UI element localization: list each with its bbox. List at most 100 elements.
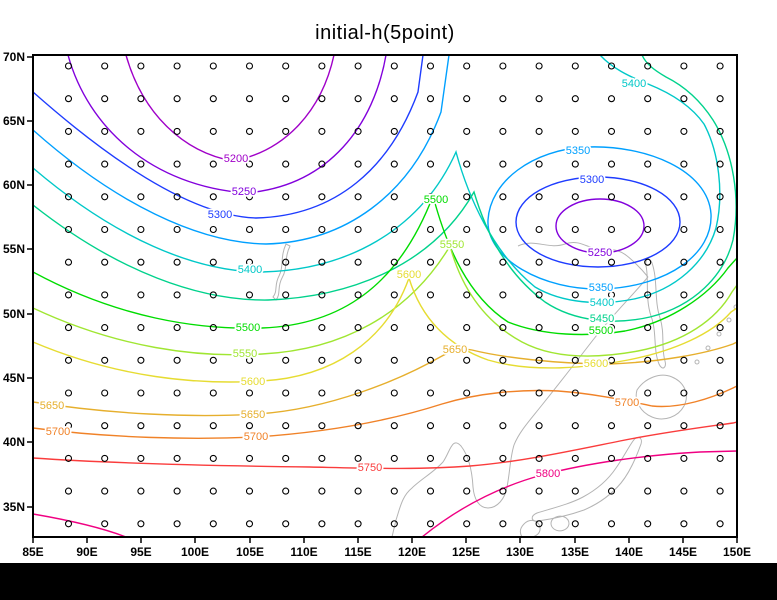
grid-point	[607, 62, 616, 70]
contour-5400	[33, 55, 721, 304]
grid-point	[535, 487, 543, 495]
grid-point	[499, 95, 507, 103]
x-tick-label: 145E	[669, 545, 697, 559]
grid-point	[571, 225, 579, 234]
grid-point	[535, 193, 543, 201]
grid-point	[209, 422, 217, 430]
grid-point	[137, 356, 145, 364]
grid-point	[390, 422, 398, 430]
grid-point	[354, 127, 362, 135]
x-tick-label: 110E	[290, 545, 317, 559]
grid-point	[571, 356, 579, 364]
grid-point	[209, 160, 217, 168]
grid-point	[101, 127, 109, 135]
grid-point	[209, 127, 217, 135]
grid-point	[571, 422, 579, 430]
grid-point	[463, 193, 471, 201]
x-tick-label: 85E	[22, 545, 43, 559]
contour-5750	[33, 421, 737, 470]
grid-point	[607, 520, 616, 528]
contour-lines	[33, 55, 737, 537]
grid-point	[535, 356, 543, 364]
grid-point	[499, 422, 507, 430]
y-tick-label: 40N	[3, 435, 25, 449]
grid-point	[571, 389, 579, 397]
grid-point	[101, 324, 109, 332]
grid-point	[390, 291, 398, 299]
grid-point	[173, 454, 181, 462]
grid-point	[245, 95, 254, 103]
grid-point	[318, 127, 326, 135]
grid-point	[535, 95, 543, 103]
grid-point	[535, 225, 543, 234]
grid-point	[318, 389, 326, 397]
grid-point	[571, 127, 579, 135]
grid-point	[318, 225, 326, 234]
grid-point	[680, 291, 688, 299]
grid-point	[426, 291, 435, 299]
grid-point	[426, 389, 435, 397]
x-tick-label: 140E	[615, 545, 643, 559]
grid-point	[209, 62, 217, 70]
grid-point	[680, 520, 688, 528]
grid-point	[680, 356, 688, 364]
y-tick-label: 60N	[3, 178, 25, 192]
grid-point	[318, 62, 326, 70]
grid-point	[463, 389, 471, 397]
y-tick-label: 55N	[3, 242, 25, 256]
grid-point	[101, 62, 109, 70]
contour-label-5650: 5650	[241, 409, 265, 421]
grid-point	[680, 389, 688, 397]
grid-point	[209, 258, 217, 266]
grid-point	[680, 127, 688, 135]
grid-point	[137, 291, 145, 299]
grid-point	[245, 454, 254, 462]
grid-point	[499, 520, 507, 528]
grid-point	[282, 454, 290, 462]
grid-point	[318, 520, 326, 528]
grid-point	[64, 487, 73, 495]
grid-point	[607, 193, 616, 201]
grid-point	[716, 95, 724, 103]
grid-point	[426, 225, 435, 234]
grid-point	[463, 356, 471, 364]
grid-point	[173, 520, 181, 528]
grid-point	[426, 193, 435, 201]
grid-point	[354, 193, 362, 201]
grid-point	[245, 324, 254, 332]
contour-5650	[33, 341, 737, 417]
grid-point	[463, 520, 471, 528]
grid-point	[716, 258, 724, 266]
grid-point	[680, 62, 688, 70]
grid-point	[209, 520, 217, 528]
grid-point	[282, 356, 290, 364]
grid-point	[680, 454, 688, 462]
grid-point	[173, 324, 181, 332]
grid-point	[426, 258, 435, 266]
coastline-path	[517, 242, 649, 278]
contour-label-5750: 5750	[358, 462, 382, 474]
grid-point	[463, 225, 471, 234]
grid-point	[173, 356, 181, 364]
grid-point	[535, 454, 543, 462]
grid-point	[64, 356, 73, 364]
grid-point	[535, 389, 543, 397]
grid-point	[64, 520, 73, 528]
grid-point	[354, 324, 362, 332]
grid-point	[644, 193, 652, 201]
grid-point	[716, 193, 724, 201]
grid-point	[571, 324, 579, 332]
grid-point	[644, 487, 652, 495]
grid-point	[716, 62, 724, 70]
grid-point	[318, 454, 326, 462]
coastline-path	[531, 436, 642, 522]
grid-point	[390, 258, 398, 266]
grid-point	[354, 422, 362, 430]
contour-5350	[487, 146, 712, 290]
grid-point	[716, 225, 724, 234]
grid-point	[282, 520, 290, 528]
grid-point	[173, 389, 181, 397]
contour-label-5300: 5300	[208, 209, 232, 221]
grid-point	[318, 258, 326, 266]
x-tick-label: 125E	[452, 545, 480, 559]
